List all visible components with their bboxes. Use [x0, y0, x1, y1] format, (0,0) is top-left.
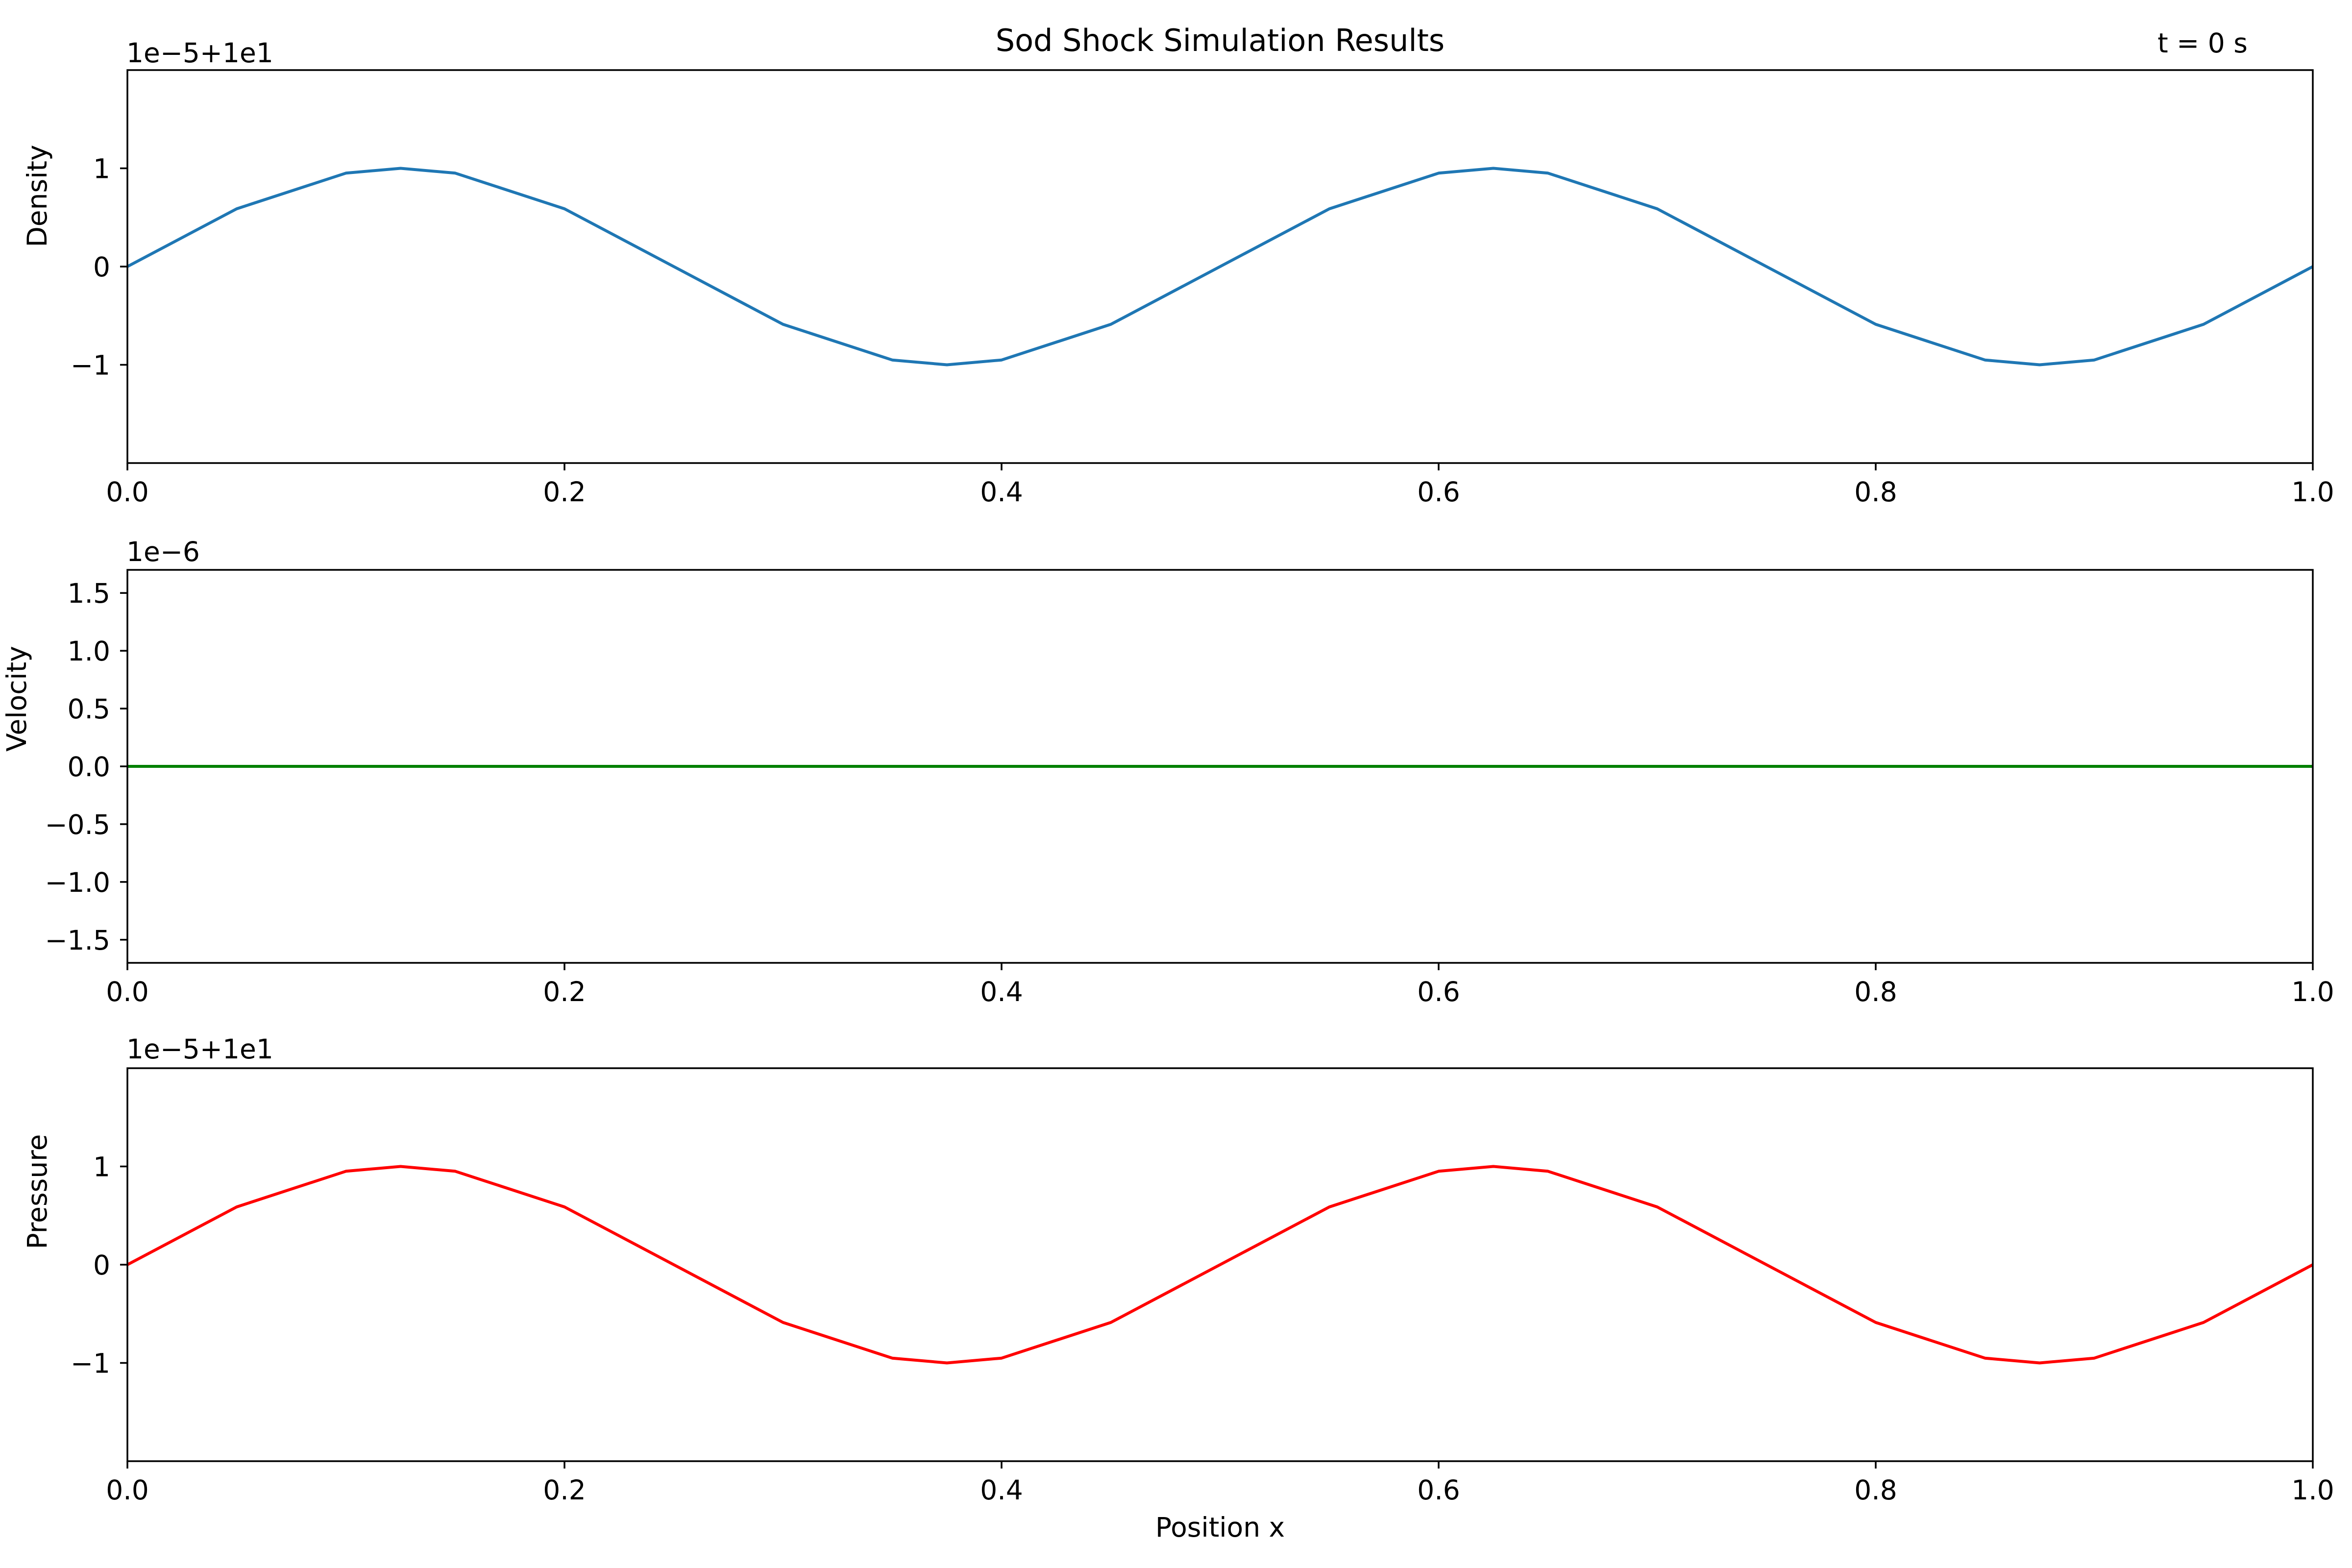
figure-title: Sod Shock Simulation Results	[996, 23, 1445, 58]
velocity-y-tick-label: 0.0	[68, 751, 110, 783]
velocity-x-tick-label: 0.2	[543, 976, 586, 1007]
velocity-y-tick-label: −1.5	[45, 925, 110, 956]
density-x-tick-label: 0.6	[1417, 476, 1460, 508]
velocity-y-axis-label: Velocity	[1, 646, 32, 752]
density-offset-label: 1e−5+1e1	[126, 37, 273, 69]
pressure-x-tick-label: 0.0	[106, 1474, 148, 1506]
velocity-y-tick-label: −1.0	[45, 867, 110, 898]
velocity-y-tick-label: 0.5	[68, 693, 110, 725]
density-x-tick-label: 0.0	[106, 476, 148, 508]
velocity-x-tick-label: 0.0	[106, 976, 148, 1007]
density-y-tick-label: −1	[71, 350, 110, 381]
velocity-y-tick-label: 1.0	[68, 636, 110, 667]
velocity-x-tick-label: 0.4	[980, 976, 1023, 1007]
velocity-x-tick-label: 0.8	[1854, 976, 1897, 1007]
pressure-x-tick-label: 0.6	[1417, 1474, 1460, 1506]
pressure-series-line	[126, 1165, 2314, 1365]
x-axis-label: Position x	[1155, 1512, 1285, 1543]
pressure-y-tick-label: 0	[93, 1250, 110, 1281]
velocity-y-tick-label: −0.5	[45, 809, 110, 840]
pressure-y-axis-label: Pressure	[22, 1134, 53, 1250]
pressure-x-tick-label: 0.8	[1854, 1474, 1897, 1506]
pressure-y-tick-label: 1	[93, 1152, 110, 1183]
velocity-y-tick-label: 1.5	[68, 578, 110, 609]
pressure-x-tick-label: 0.2	[543, 1474, 586, 1506]
density-y-tick-label: 0	[93, 251, 110, 283]
density-panel: Density 1e−5+1e1 0.0 0.2 0.4 0.6 0.8 1.0 −1 0 1	[22, 37, 2334, 508]
time-label: t = 0 s	[2157, 27, 2248, 59]
velocity-offset-label: 1e−6	[126, 536, 200, 567]
density-y-axis-label: Density	[22, 145, 53, 247]
density-x-tick-label: 0.2	[543, 476, 586, 508]
density-series-line	[126, 167, 2314, 367]
velocity-x-tick-label: 0.6	[1417, 976, 1460, 1007]
pressure-offset-label: 1e−5+1e1	[126, 1033, 273, 1065]
density-x-tick-label: 1.0	[2291, 476, 2334, 508]
density-x-tick-label: 0.8	[1854, 476, 1897, 508]
density-x-tick-label: 0.4	[980, 476, 1023, 508]
density-y-tick-label: 1	[93, 153, 110, 185]
pressure-x-tick-label: 1.0	[2291, 1474, 2334, 1506]
velocity-panel: Velocity 1e−6 0.0 0.2 0.4 0.6 0.8 1.0 −1.5 −1.0…	[1, 536, 2334, 1007]
pressure-x-tick-label: 0.4	[980, 1474, 1023, 1506]
pressure-y-tick-label: −1	[71, 1348, 110, 1379]
pressure-panel: Pressure 1e−5+1e1 0.0 0.2 0.4 0.6 0.8 1.0 −1 0 1	[22, 1033, 2334, 1506]
velocity-x-tick-label: 1.0	[2291, 976, 2334, 1007]
